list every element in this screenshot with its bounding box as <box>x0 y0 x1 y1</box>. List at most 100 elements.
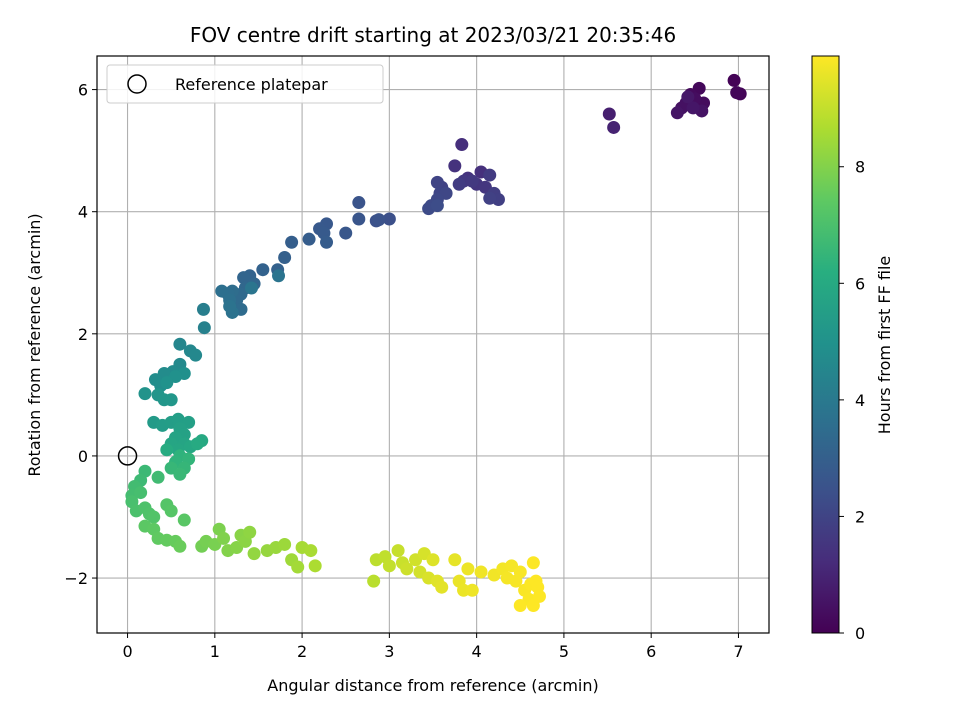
data-point <box>308 559 322 573</box>
legend-marker-icon <box>127 74 147 94</box>
data-point <box>526 556 540 570</box>
y-tick-label: 0 <box>78 447 88 466</box>
x-tick-label: 3 <box>384 642 394 661</box>
data-point <box>151 470 165 484</box>
y-tick-label: 6 <box>78 81 88 100</box>
data-point <box>320 235 334 249</box>
data-point <box>147 510 161 524</box>
x-tick-label: 7 <box>733 642 743 661</box>
data-point <box>367 574 381 588</box>
data-point <box>196 302 210 316</box>
data-point <box>189 348 203 362</box>
data-point <box>138 387 152 401</box>
data-point <box>483 191 497 205</box>
data-point <box>278 250 292 264</box>
x-tick-label: 1 <box>210 642 220 661</box>
data-point <box>448 159 462 173</box>
data-point <box>670 106 684 120</box>
data-point <box>526 599 540 613</box>
data-point <box>217 531 231 545</box>
data-point <box>247 547 261 561</box>
data-point <box>278 537 292 551</box>
data-point <box>304 544 318 558</box>
data-point <box>474 565 488 579</box>
data-point <box>285 235 299 249</box>
colorbar-ticks: 0 2 4 6 8 <box>839 158 865 643</box>
y-tick-label: −2 <box>64 569 88 588</box>
data-point <box>237 271 251 285</box>
data-point <box>339 226 353 240</box>
data-point <box>302 232 316 246</box>
data-point <box>197 321 211 335</box>
data-point <box>164 393 178 407</box>
data-point <box>177 513 191 527</box>
data-point <box>400 562 414 576</box>
x-tick-label: 5 <box>559 642 569 661</box>
data-point <box>455 138 469 152</box>
colorbar-tick-label: 2 <box>855 507 865 526</box>
data-point <box>730 86 744 100</box>
data-points <box>125 73 747 613</box>
x-axis-label: Angular distance from reference (arcmin) <box>267 676 598 695</box>
x-tick-label: 6 <box>646 642 656 661</box>
data-point <box>513 565 527 579</box>
legend: Reference platepar <box>106 64 384 104</box>
data-point <box>532 589 546 603</box>
data-point <box>727 73 741 87</box>
data-point <box>452 177 466 191</box>
colorbar-label: Hours from first FF file <box>875 256 894 435</box>
colorbar-tick-label: 0 <box>855 624 865 643</box>
data-point <box>243 525 257 539</box>
data-point <box>430 199 444 213</box>
data-point <box>465 174 479 188</box>
data-point <box>430 175 444 189</box>
data-point <box>352 196 366 210</box>
chart-title: FOV centre drift starting at 2023/03/21 … <box>190 23 676 47</box>
data-point <box>223 299 237 313</box>
data-point <box>391 544 405 558</box>
data-point <box>256 263 270 277</box>
data-point <box>372 213 386 227</box>
data-point <box>160 376 174 390</box>
colorbar-tick-label: 8 <box>855 158 865 177</box>
data-point <box>272 269 286 283</box>
data-point <box>173 467 187 481</box>
data-point <box>686 101 700 115</box>
y-axis-ticks: −2 0 2 4 6 <box>64 81 97 588</box>
data-point <box>607 120 621 134</box>
data-point <box>426 553 440 567</box>
data-point <box>681 90 695 104</box>
data-point <box>602 107 616 121</box>
x-tick-label: 2 <box>297 642 307 661</box>
y-tick-label: 4 <box>78 203 88 222</box>
data-point <box>215 284 229 298</box>
data-point <box>448 553 462 567</box>
data-point <box>382 212 396 226</box>
reference-platepar-marker <box>117 446 138 466</box>
data-point <box>465 583 479 597</box>
x-tick-label: 4 <box>472 642 482 661</box>
data-point <box>435 580 449 594</box>
colorbar-tick-label: 6 <box>855 274 865 293</box>
y-axis-label: Rotation from reference (arcmin) <box>25 213 44 476</box>
colorbar: 0 2 4 6 8 Hours from first FF file <box>811 55 894 643</box>
data-point <box>461 562 475 576</box>
colorbar-tick-label: 4 <box>855 391 865 410</box>
data-point <box>244 281 258 295</box>
data-point <box>173 337 187 351</box>
grid <box>97 56 769 633</box>
data-point <box>164 504 178 518</box>
legend-box <box>106 64 384 104</box>
data-point <box>173 539 187 553</box>
data-point <box>134 486 148 500</box>
data-point <box>291 560 305 574</box>
data-point <box>190 437 204 451</box>
data-point <box>382 559 396 573</box>
legend-entry-reference: Reference platepar <box>175 75 328 94</box>
data-point <box>513 599 527 613</box>
x-axis-ticks: 0 1 2 3 4 5 6 7 <box>122 633 744 661</box>
plot-frame <box>96 55 770 634</box>
x-tick-label: 0 <box>122 642 132 661</box>
